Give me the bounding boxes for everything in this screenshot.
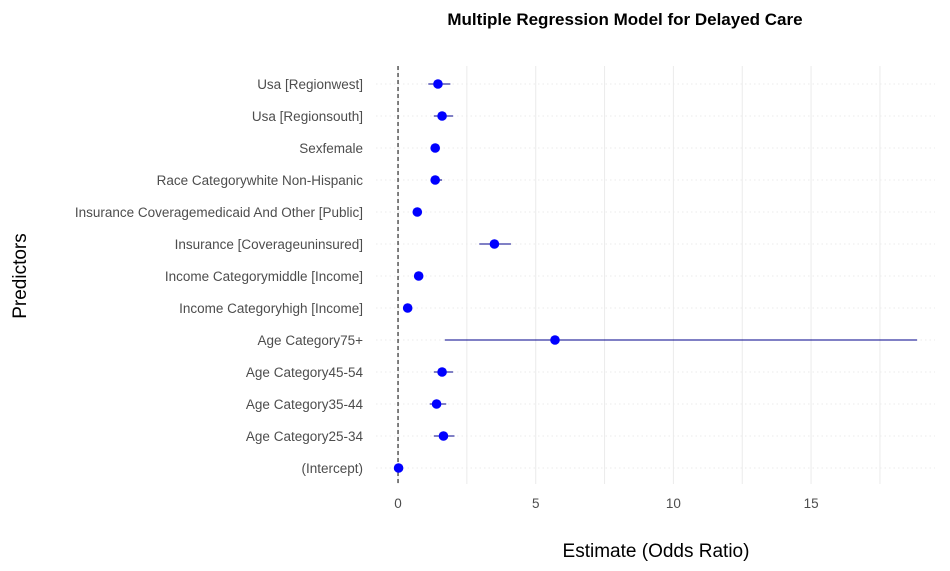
data-marks — [393, 79, 918, 473]
estimate-point — [489, 239, 500, 249]
estimate-point — [430, 143, 441, 153]
y-tick-label: Age Category35-44 — [246, 397, 364, 412]
y-tick-label: Age Category25-34 — [246, 429, 364, 444]
estimate-point — [412, 207, 423, 217]
estimate-point — [430, 175, 441, 185]
estimate-point — [431, 399, 442, 409]
grid — [376, 66, 935, 484]
estimate-point — [437, 367, 447, 377]
y-tick-label: Income Categorymiddle [Income] — [165, 269, 363, 284]
y-tick-label: Income Categoryhigh [Income] — [179, 301, 363, 316]
x-tick-label: 5 — [532, 496, 540, 511]
y-tick-label: Sexfemale — [299, 141, 363, 156]
x-axis-title: Estimate (Odds Ratio) — [563, 541, 750, 562]
estimate-point — [437, 111, 447, 121]
estimate-point — [438, 431, 449, 441]
estimate-point — [413, 271, 424, 281]
estimate-point — [433, 79, 443, 89]
chart-title: Multiple Regression Model for Delayed Ca… — [447, 10, 802, 29]
estimate-point — [393, 463, 404, 473]
y-axis-title: Predictors — [10, 233, 31, 319]
y-tick-label: Age Category45-54 — [246, 365, 364, 380]
y-tick-label: Usa [Regionwest] — [257, 77, 363, 92]
x-tick-label: 15 — [804, 496, 819, 511]
x-tick-label: 10 — [666, 496, 681, 511]
x-tick-labels: 0 5 10 15 — [394, 496, 818, 511]
estimate-point — [402, 303, 413, 313]
y-tick-label: Usa [Regionsouth] — [252, 109, 363, 124]
y-tick-label: Insurance Coveragemedicaid And Other [Pu… — [75, 205, 363, 220]
y-tick-label: Race Categorywhite Non-Hispanic — [157, 173, 364, 188]
y-tick-label: Insurance [Coverageuninsured] — [175, 237, 363, 252]
y-tick-labels: Usa [Regionwest] Usa [Regionsouth] Sexfema… — [75, 77, 364, 476]
x-tick-label: 0 — [394, 496, 402, 511]
y-tick-label: Age Category75+ — [258, 333, 364, 348]
estimate-point — [550, 335, 560, 345]
y-tick-label: (Intercept) — [301, 461, 363, 476]
